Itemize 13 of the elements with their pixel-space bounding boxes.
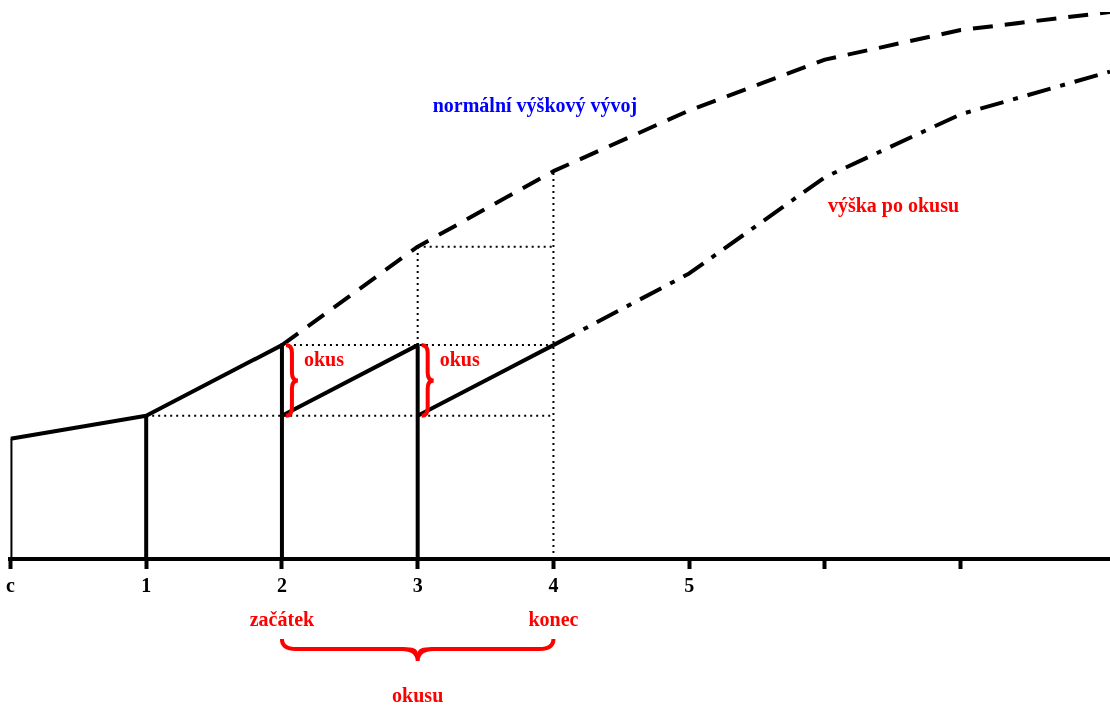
x-tick-label: 2	[276, 574, 287, 597]
series-label: výška po okusu	[827, 194, 960, 218]
annotation: okus	[303, 348, 345, 371]
x-tick-label: c	[5, 574, 15, 597]
x-tick-label: 3	[412, 574, 423, 597]
x-tick-label: 5	[684, 574, 695, 597]
x-tick-label: 1	[141, 574, 152, 597]
x-tick-label: 4	[548, 574, 559, 597]
text: konec	[528, 608, 579, 631]
series-label: normální výškový vývoj	[432, 93, 638, 117]
text: začátek	[249, 608, 316, 631]
annotation: okus	[439, 348, 480, 371]
text: okusu	[392, 684, 444, 707]
